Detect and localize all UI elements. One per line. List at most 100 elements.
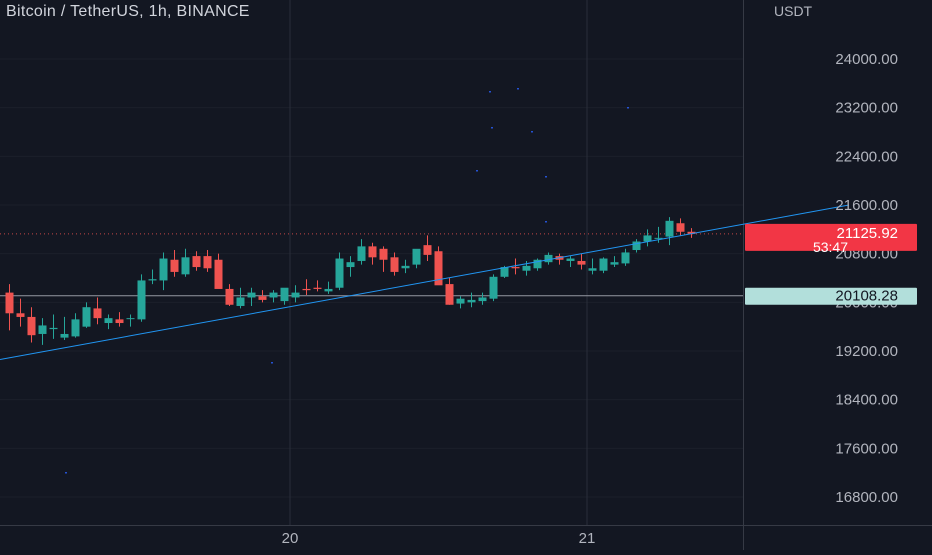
trendline xyxy=(0,204,850,361)
candle-up xyxy=(236,287,245,309)
candle-body xyxy=(126,318,135,320)
candle-down xyxy=(423,235,432,261)
candle-up xyxy=(456,296,465,309)
candle-body xyxy=(214,259,223,289)
candle-body xyxy=(324,288,333,292)
candle-up xyxy=(104,314,113,330)
candle-up xyxy=(566,256,575,268)
candle-body xyxy=(390,257,399,272)
candle-up xyxy=(71,313,80,338)
candle-down xyxy=(379,246,388,272)
candle-up xyxy=(632,239,641,253)
candle-body xyxy=(27,316,36,336)
y-tick-label: 19200.00 xyxy=(835,343,898,360)
candle-up xyxy=(533,258,542,271)
candle-up xyxy=(137,274,146,322)
candle-body xyxy=(148,279,157,281)
indicator-dot xyxy=(545,221,547,223)
candle-up xyxy=(478,292,487,305)
candle-up xyxy=(621,248,630,266)
candle-body xyxy=(192,256,201,268)
y-tick-label: 21600.00 xyxy=(835,197,898,214)
candle-body xyxy=(412,248,421,265)
candle-up xyxy=(643,229,652,247)
candle-body xyxy=(137,280,146,320)
y-tick-label: 24000.00 xyxy=(835,51,898,68)
candle-body xyxy=(643,235,652,242)
candle-up xyxy=(159,252,168,291)
candle-down xyxy=(16,298,25,327)
candle-body xyxy=(16,313,25,317)
candle-up xyxy=(247,287,256,306)
candle-body xyxy=(522,265,531,271)
level-price-tag xyxy=(745,287,917,305)
candle-up xyxy=(38,318,47,345)
candle-body xyxy=(687,231,696,234)
candle-body xyxy=(489,276,498,299)
candle-body xyxy=(456,298,465,304)
candle-up xyxy=(126,314,135,327)
candle-body xyxy=(445,284,454,305)
live-price-tag xyxy=(745,223,917,251)
x-tick-label: 20 xyxy=(282,530,299,547)
indicator-dot xyxy=(545,176,547,178)
candle-up xyxy=(357,239,366,265)
candle-up xyxy=(412,248,421,269)
candle-body xyxy=(346,262,355,268)
candle-body xyxy=(93,308,102,319)
candle-up xyxy=(148,269,157,285)
candle-body xyxy=(357,246,366,261)
candle-down xyxy=(93,297,102,325)
indicator-dot xyxy=(491,127,493,129)
candle-down xyxy=(27,307,36,343)
level-price-value: 20108.28 xyxy=(835,288,898,305)
candle-up xyxy=(324,281,333,294)
candle-body xyxy=(60,333,69,338)
chart-title: Bitcoin / TetherUS, 1h, BINANCE xyxy=(6,3,250,20)
candle-body xyxy=(49,327,58,330)
candle-up xyxy=(665,217,674,246)
candle-body xyxy=(82,307,91,327)
candle-body xyxy=(280,287,289,302)
candle-body xyxy=(368,246,377,258)
indicator-dot xyxy=(271,362,273,364)
candle-down xyxy=(577,253,586,270)
candle-body xyxy=(621,252,630,264)
candle-down xyxy=(676,218,685,236)
candle-body xyxy=(115,319,124,324)
candle-down xyxy=(687,228,696,238)
candle-body xyxy=(170,259,179,272)
live-price-countdown: 53:47 xyxy=(813,239,848,255)
y-tick-label: 17600.00 xyxy=(835,440,898,457)
candle-up xyxy=(280,287,289,305)
candle-body xyxy=(247,292,256,298)
candle-down xyxy=(313,280,322,292)
candle-body xyxy=(258,296,267,300)
candle-body xyxy=(434,251,443,286)
candle-up xyxy=(49,314,58,339)
candle-body xyxy=(225,288,234,305)
currency-label: USDT xyxy=(774,3,813,19)
candle-body xyxy=(676,223,685,232)
candle-up xyxy=(599,257,608,274)
indicator-dot xyxy=(489,91,491,93)
candle-body xyxy=(500,267,509,277)
candle-up xyxy=(346,256,355,277)
candle-body xyxy=(577,260,586,265)
candle-body xyxy=(5,292,14,314)
candle-down xyxy=(170,250,179,277)
candle-body xyxy=(533,259,542,269)
candle-body xyxy=(511,267,520,269)
live-price-value: 21125.92 xyxy=(837,225,898,242)
candle-body xyxy=(588,268,597,271)
candle-body xyxy=(654,237,663,239)
candle-down xyxy=(445,278,454,305)
y-tick-label: 18400.00 xyxy=(835,392,898,409)
indicator-dot xyxy=(476,170,478,172)
candle-body xyxy=(544,254,553,263)
candle-down xyxy=(5,284,14,331)
candle-body xyxy=(38,325,47,334)
candle-body xyxy=(379,248,388,260)
